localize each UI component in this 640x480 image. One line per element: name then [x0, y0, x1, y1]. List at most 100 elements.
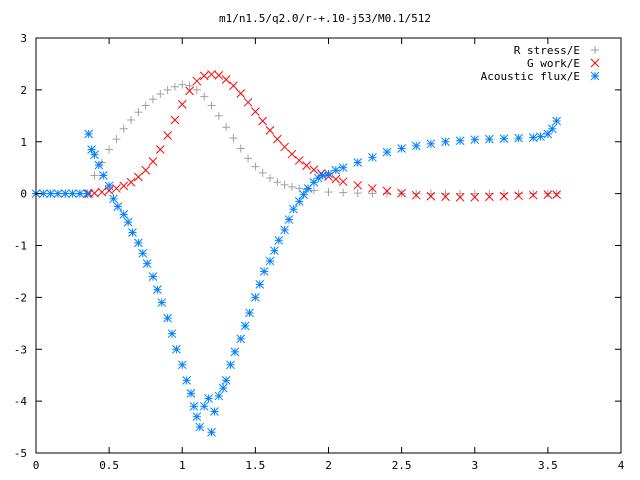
data-point: [156, 90, 165, 99]
data-point: [112, 184, 121, 193]
data-point: [155, 145, 165, 154]
data-point: [543, 189, 552, 198]
data-point: [331, 165, 341, 175]
data-point: [119, 124, 128, 133]
data-point: [470, 192, 480, 202]
data-point: [324, 188, 333, 197]
axes-layer: 0 0.5 1 1.5 2 2.5 3 3.5 4 3 2 1 0 -1 -2 -3 -4 -5: [14, 32, 625, 472]
data-point: [265, 125, 275, 135]
data-point: [528, 190, 538, 200]
data-point: [299, 190, 308, 200]
data-point: [185, 81, 194, 90]
y-tick-label: -5: [14, 447, 27, 460]
data-point: [294, 197, 304, 206]
plot-frame: [35, 37, 622, 454]
data-point: [499, 191, 509, 201]
data-point: [229, 134, 238, 143]
data-point: [485, 192, 494, 202]
x-tick-label: 3.5: [538, 459, 558, 472]
data-point: [514, 189, 523, 198]
data-point: [543, 129, 553, 139]
data-point: [236, 89, 246, 98]
data-point: [528, 133, 538, 142]
data-point: [60, 189, 70, 198]
data-point: [265, 256, 275, 266]
data-point: [134, 238, 143, 248]
data-point: [324, 169, 333, 179]
data-point: [552, 189, 561, 198]
data-point: [274, 235, 284, 245]
data-point: [90, 188, 99, 198]
y-tick-label: 3: [20, 32, 27, 45]
data-point: [195, 422, 205, 432]
data-point: [167, 329, 177, 339]
data-point: [244, 154, 253, 163]
data-point: [126, 177, 136, 187]
data-point: [455, 192, 465, 202]
data-point: [82, 189, 92, 198]
data-point: [141, 165, 151, 175]
data-point: [128, 228, 137, 237]
series-layer: [31, 69, 562, 437]
data-point: [295, 184, 304, 193]
data-point: [273, 178, 282, 187]
data-point: [270, 246, 279, 256]
data-point: [318, 171, 328, 180]
data-point: [229, 81, 238, 91]
data-point: [543, 190, 553, 200]
legend-label: G work/E: [527, 57, 580, 70]
data-point: [338, 177, 348, 187]
chart-title: m1/n1.5/q2.0/r-+.10-j53/M0.1/512: [219, 12, 431, 25]
data-point: [148, 272, 158, 281]
y-tick-label: 1: [20, 136, 27, 149]
data-point: [302, 161, 311, 170]
data-point: [455, 136, 465, 146]
data-point: [441, 137, 450, 147]
data-point: [441, 192, 450, 202]
data-point: [192, 412, 202, 422]
legend-label: R stress/E: [514, 44, 580, 57]
data-point: [98, 171, 108, 180]
data-point: [368, 152, 377, 162]
data-point: [240, 321, 250, 331]
data-point: [153, 285, 162, 294]
data-point: [287, 149, 297, 159]
data-point: [214, 391, 224, 401]
data-point: [331, 174, 341, 184]
x-tick-label: 0.5: [99, 459, 119, 472]
y-tick-label: -1: [14, 240, 27, 253]
data-point: [200, 92, 209, 101]
data-point: [123, 217, 133, 227]
data-point: [499, 134, 509, 143]
data-point: [514, 191, 523, 201]
data-point: [411, 190, 421, 200]
data-point: [138, 248, 148, 258]
data-point: [207, 101, 216, 110]
series-1: [84, 69, 562, 202]
data-point: [368, 189, 377, 198]
y-tick-label: -2: [14, 291, 27, 304]
data-point: [112, 135, 121, 144]
data-point: [353, 180, 363, 190]
x-tick-label: 3: [471, 459, 478, 472]
data-point: [368, 184, 377, 193]
data-point: [251, 293, 260, 302]
data-point: [280, 225, 289, 235]
data-point: [397, 188, 406, 198]
data-point: [214, 111, 223, 120]
data-point: [426, 191, 436, 201]
data-point: [218, 383, 228, 393]
data-point: [192, 85, 201, 94]
data-point: [105, 145, 114, 154]
data-point: [243, 97, 253, 107]
legend-marker: [590, 58, 600, 68]
series-0: [32, 80, 561, 198]
data-point: [134, 108, 143, 117]
data-point: [134, 172, 143, 182]
legend-label: Acoustic flux/E: [481, 70, 580, 83]
x-tick-label: 1.5: [245, 459, 265, 472]
data-point: [207, 69, 216, 79]
data-point: [97, 187, 107, 197]
data-point: [309, 186, 318, 195]
